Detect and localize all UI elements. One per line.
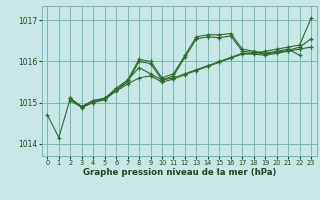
X-axis label: Graphe pression niveau de la mer (hPa): Graphe pression niveau de la mer (hPa) — [83, 168, 276, 177]
